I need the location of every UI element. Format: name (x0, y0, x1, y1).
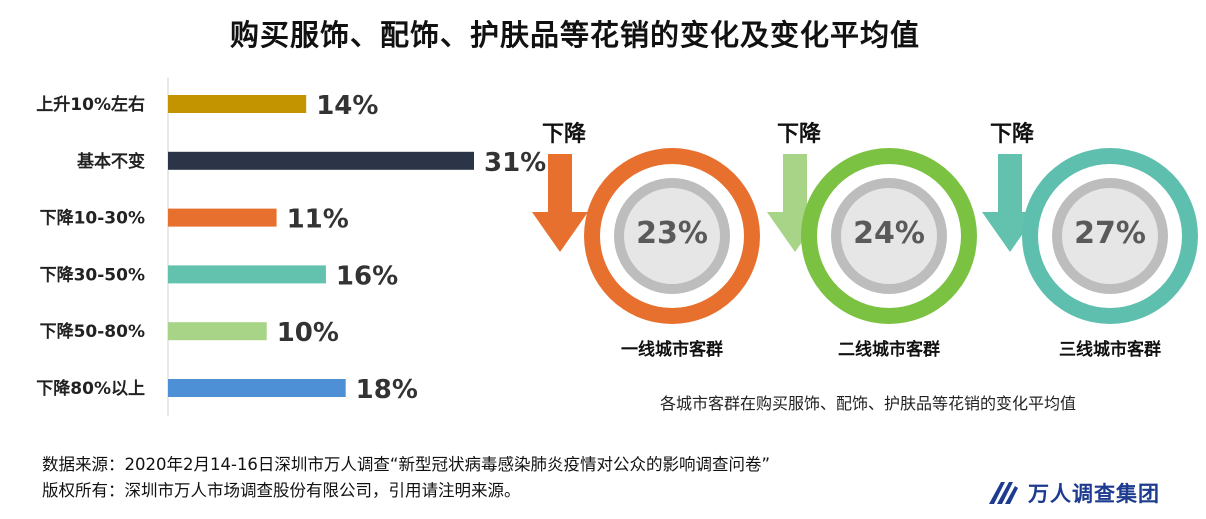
city-value: 24% (853, 216, 925, 251)
city-value: 27% (1074, 216, 1146, 251)
ring-caption: 各城市客群在购买服饰、配饰、护肤品等花销的变化平均值 (660, 394, 1077, 413)
footer: 数据来源：2020年2月14-16日深圳市万人调查“新型冠状病毒感染肺炎疫情对公… (42, 452, 770, 504)
bar (168, 151, 474, 170)
city-group-3: 下降 27% 三线城市客群 (980, 110, 1200, 360)
trend-label: 下降 (542, 122, 587, 147)
value-label: 14% (316, 91, 378, 121)
bar (168, 95, 307, 113)
category-label: 上升10%左右 (36, 94, 145, 115)
category-label: 基本不变 (76, 151, 145, 172)
category-label: 下降30-50% (40, 264, 145, 285)
city-group-1: 下降 23% 一线城市客群 (530, 110, 760, 360)
value-label: 31% (484, 148, 546, 178)
value-label: 18% (356, 375, 418, 405)
copyright: 版权所有：深圳市万人市场调查股份有限公司，引用请注明来源。 (42, 481, 521, 500)
ring-icon (801, 148, 977, 324)
category-label: 下降50-80% (40, 321, 145, 342)
bar (168, 208, 277, 227)
city-label: 三线城市客群 (1059, 340, 1161, 360)
value-label: 11% (287, 205, 349, 235)
logo-text: 万人调查集团 (1028, 482, 1160, 506)
city-group-2: 下降 24% 二线城市客群 (765, 110, 985, 360)
bar (168, 322, 267, 341)
ring-icon (584, 148, 760, 324)
data-source: 数据来源：2020年2月14-16日深圳市万人调查“新型冠状病毒感染肺炎疫情对公… (42, 455, 771, 474)
down-arrow-icon (532, 154, 588, 252)
value-label: 16% (336, 261, 398, 291)
brand-logo: 万人调查集团 (986, 478, 1160, 508)
trend-label: 下降 (777, 122, 822, 147)
value-label: 10% (277, 318, 339, 348)
ring-icon (1022, 148, 1198, 324)
bar (168, 265, 326, 284)
category-label: 下降10-30% (40, 208, 145, 229)
trend-label: 下降 (990, 122, 1035, 147)
city-label: 二线城市客群 (838, 340, 940, 360)
chart-title: 购买服饰、配饰、护肤品等花销的变化及变化平均值 (229, 18, 920, 52)
bar-chart: 上升10%左右 14% 基本不变 31% 下降10-30% 11% 下降30-50% 16% 下… (36, 78, 546, 416)
category-label: 下降80%以上 (36, 378, 145, 399)
bar (168, 379, 346, 397)
city-label: 一线城市客群 (621, 340, 723, 360)
city-rings: 下降 23% 一线城市客群 下降 24% 二线城市客群 下降 (520, 110, 1200, 360)
logo-icon (989, 482, 1018, 504)
city-value: 23% (636, 216, 708, 251)
